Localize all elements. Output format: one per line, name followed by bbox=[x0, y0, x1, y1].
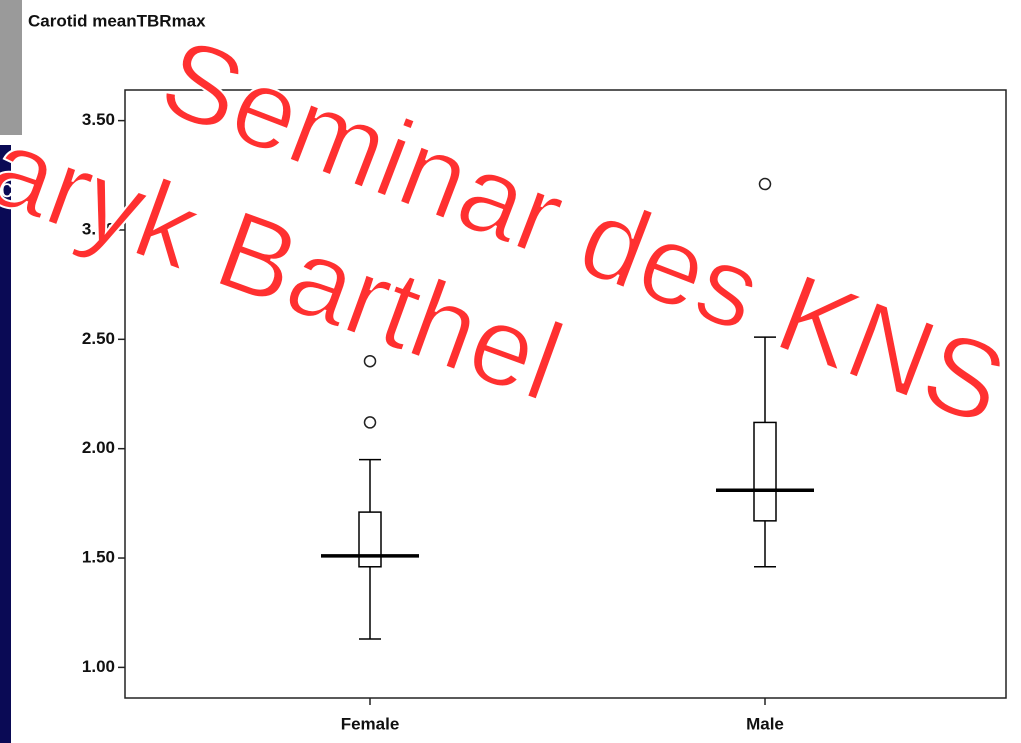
side-text: c bbox=[0, 173, 13, 203]
y-tick-label: 2.00 bbox=[82, 438, 115, 457]
background-image bbox=[0, 0, 22, 135]
y-tick-label: 3.00 bbox=[82, 219, 115, 238]
marks: 1.00 1.50 2.00 2.50 3.00 3.50 Female Male bbox=[82, 110, 814, 733]
x-tick-label: Male bbox=[746, 714, 784, 733]
y-tick-label: 2.50 bbox=[82, 329, 115, 348]
plot-frame bbox=[124, 89, 1007, 699]
outlier bbox=[363, 416, 377, 429]
box bbox=[358, 511, 382, 568]
outlier bbox=[363, 354, 377, 368]
y-tick-label: 1.00 bbox=[82, 657, 115, 676]
box bbox=[753, 421, 777, 522]
y-tick-label: 3.50 bbox=[82, 110, 115, 129]
side-panel bbox=[0, 145, 11, 743]
x-tick-label: Female bbox=[341, 714, 400, 733]
y-tick-label: 1.50 bbox=[82, 548, 115, 567]
outlier bbox=[758, 177, 772, 191]
chart-title: Carotid meanTBRmax bbox=[28, 11, 206, 30]
